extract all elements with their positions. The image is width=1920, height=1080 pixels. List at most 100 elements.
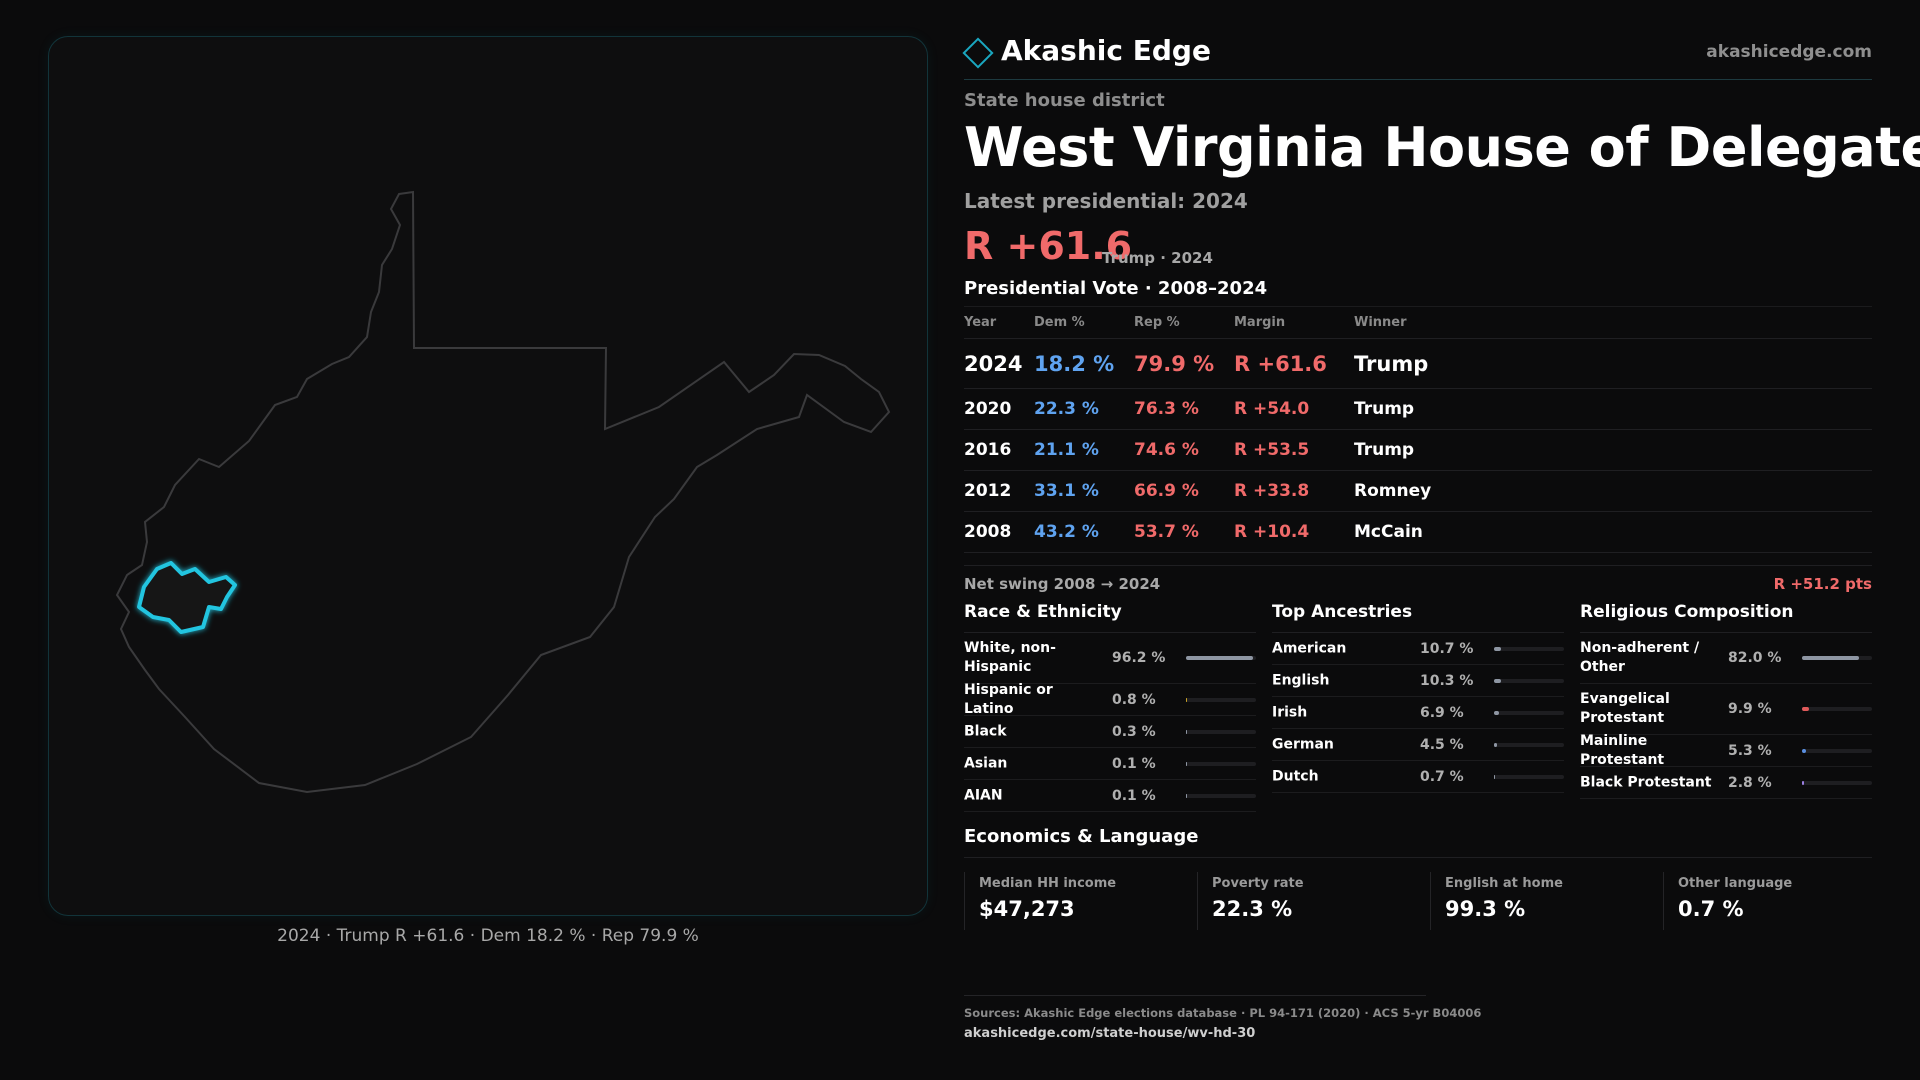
ancestry-value: 6.9 % <box>1420 704 1464 721</box>
list-item: German 4.5 % <box>1272 729 1564 761</box>
cell-year: 2016 <box>964 429 1034 471</box>
cell-rep: 79.9 % <box>1134 338 1234 389</box>
district-30-shape[interactable] <box>137 561 237 634</box>
list-item: Irish 6.9 % <box>1272 697 1564 729</box>
presidential-vote-title: Presidential Vote · 2008–2024 <box>964 278 1268 299</box>
cell-year: 2024 <box>964 338 1034 389</box>
col-header-year: Year <box>964 306 1034 339</box>
cell-rep: 74.6 % <box>1134 429 1234 471</box>
econ-stat: Poverty rate 22.3 % <box>1197 872 1431 930</box>
cell-dem: 43.2 % <box>1034 511 1134 553</box>
race-label: AIAN <box>964 787 1003 803</box>
net-swing-row: Net swing 2008 → 2024 R +51.2 pts <box>964 565 1872 599</box>
list-item: Black 0.3 % <box>964 716 1256 748</box>
brand-url[interactable]: akashicedge.com <box>1706 42 1872 62</box>
brand-header: Akashic Edge akashicedge.com <box>962 34 1872 80</box>
table-row: 2012 33.1 % 66.9 % R +33.8 Romney <box>964 470 1872 512</box>
list-item: American 10.7 % <box>1272 633 1564 665</box>
bar-fill <box>1494 678 1502 683</box>
religion-label: Non-adherent / Other <box>1580 640 1700 675</box>
sources-text: Sources: Akashic Edge elections database… <box>964 1006 1482 1020</box>
col-header-dem: Dem % <box>1034 306 1134 339</box>
bar-track <box>1802 707 1872 711</box>
religion-value: 2.8 % <box>1728 774 1772 791</box>
map-panel[interactable] <box>48 36 928 916</box>
econ-stat: Median HH income $47,273 <box>964 872 1198 930</box>
col-header-winner: Winner <box>1354 306 1872 339</box>
latest-winner-year: Trump · 2024 <box>1102 249 1213 267</box>
net-swing-label: Net swing 2008 → 2024 <box>964 575 1161 593</box>
econ-stat-label: Poverty rate <box>1212 876 1304 891</box>
religion-label: Evangelical Protestant <box>1580 691 1670 726</box>
cell-rep: 76.3 % <box>1134 388 1234 430</box>
cell-dem: 22.3 % <box>1034 388 1134 430</box>
bar-fill <box>1802 707 1809 711</box>
latest-margin: R +61.6 <box>964 224 1133 268</box>
district-map[interactable] <box>49 37 928 916</box>
list-item: Black Protestant 2.8 % <box>1580 767 1872 799</box>
cell-margin: R +61.6 <box>1234 338 1354 389</box>
race-value: 0.1 % <box>1112 787 1156 804</box>
cell-margin: R +53.5 <box>1234 429 1354 471</box>
bar-track <box>1186 656 1256 660</box>
race-value: 0.3 % <box>1112 723 1156 740</box>
religion-value: 82.0 % <box>1728 650 1782 666</box>
list-item: Non-adherent / Other 82.0 % <box>1580 633 1872 684</box>
ancestry-value: 10.3 % <box>1420 672 1474 689</box>
col-header-rep: Rep % <box>1134 306 1234 339</box>
list-item: White, non-Hispanic 96.2 % <box>964 633 1256 684</box>
bar-track <box>1494 742 1564 747</box>
economics-title: Economics & Language <box>964 826 1872 858</box>
econ-stat-label: Median HH income <box>979 876 1117 891</box>
list-item: Dutch 0.7 % <box>1272 761 1564 793</box>
bar-fill <box>1494 742 1498 747</box>
religion-title: Religious Composition <box>1580 602 1872 633</box>
bar-track <box>1494 678 1564 683</box>
diamond-logo-icon <box>962 37 994 69</box>
list-item: Asian 0.1 % <box>964 748 1256 780</box>
bar-fill <box>1186 729 1188 734</box>
bar-fill <box>1494 710 1499 715</box>
race-label: Hispanic or Latino <box>964 681 1053 717</box>
race-ethnicity-section: Race & Ethnicity White, non-Hispanic 96.… <box>964 602 1256 812</box>
race-label: Black <box>964 723 1007 739</box>
cell-rep: 66.9 % <box>1134 470 1234 512</box>
list-item: Hispanic or Latino 0.8 % <box>964 681 1256 717</box>
ancestry-value: 0.7 % <box>1420 768 1464 785</box>
econ-stat-value: 0.7 % <box>1678 897 1744 921</box>
list-item: English 10.3 % <box>1272 665 1564 697</box>
cell-year: 2008 <box>964 511 1034 553</box>
religion-value: 9.9 % <box>1728 701 1772 717</box>
sources-url[interactable]: akashicedge.com/state-house/wv-hd-30 <box>964 1026 1256 1041</box>
cell-margin: R +54.0 <box>1234 388 1354 430</box>
ancestry-label: Dutch <box>1272 768 1319 784</box>
brand-name[interactable]: Akashic Edge <box>1001 34 1211 67</box>
bar-fill <box>1494 646 1502 651</box>
bar-fill <box>1494 774 1496 779</box>
cell-margin: R +10.4 <box>1234 511 1354 553</box>
econ-stat: English at home 99.3 % <box>1430 872 1664 930</box>
cell-dem: 21.1 % <box>1034 429 1134 471</box>
econ-stat-label: English at home <box>1445 876 1563 891</box>
ancestry-value: 4.5 % <box>1420 736 1464 753</box>
cell-winner: Trump <box>1354 388 1872 430</box>
map-caption: 2024 · Trump R +61.6 · Dem 18.2 % · Rep … <box>277 926 699 946</box>
cell-dem: 18.2 % <box>1034 338 1134 389</box>
cell-winner: Romney <box>1354 470 1872 512</box>
col-header-margin: Margin <box>1234 306 1354 339</box>
net-swing-value: R +51.2 pts <box>1773 575 1872 593</box>
list-item: AIAN 0.1 % <box>964 780 1256 812</box>
race-value: 0.8 % <box>1112 691 1156 708</box>
race-ethnicity-title: Race & Ethnicity <box>964 602 1256 633</box>
bar-track <box>1494 710 1564 715</box>
cell-winner: Trump <box>1354 429 1872 471</box>
bar-fill <box>1186 761 1188 766</box>
sources-footer: Sources: Akashic Edge elections database… <box>964 995 1482 1041</box>
cell-margin: R +33.8 <box>1234 470 1354 512</box>
bar-fill <box>1802 748 1806 753</box>
religion-value: 5.3 % <box>1728 742 1772 759</box>
table-row: 2020 22.3 % 76.3 % R +54.0 Trump <box>964 388 1872 430</box>
ancestry-label: Irish <box>1272 704 1308 720</box>
bar-fill <box>1802 656 1860 660</box>
cell-rep: 53.7 % <box>1134 511 1234 553</box>
